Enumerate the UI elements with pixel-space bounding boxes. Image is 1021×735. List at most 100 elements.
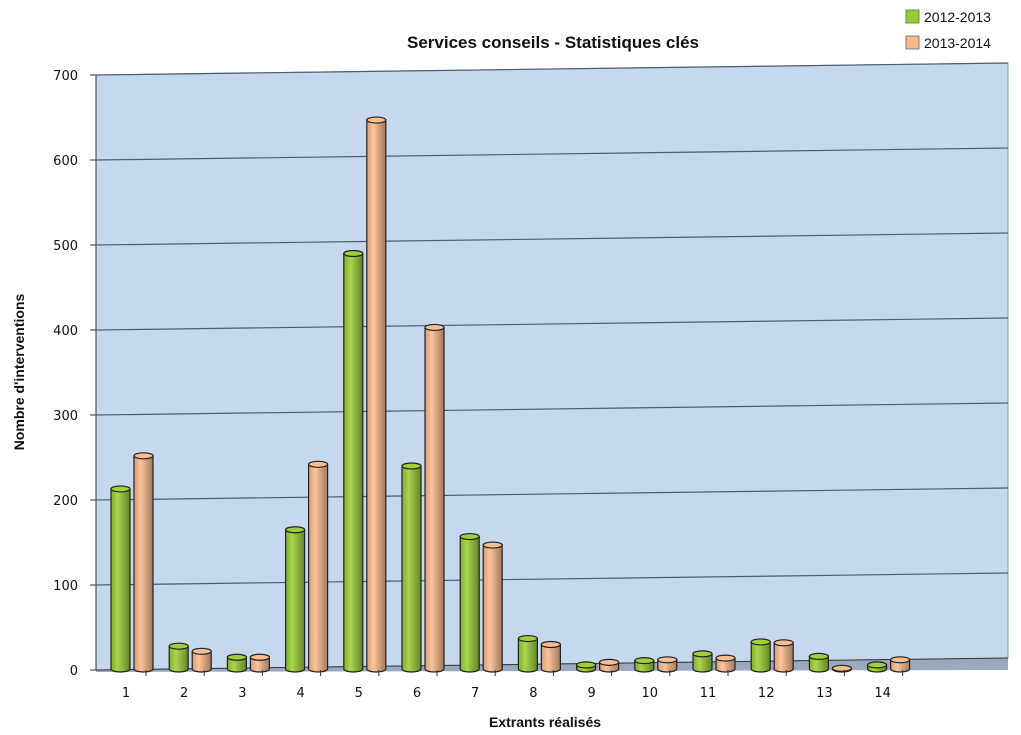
bar	[226, 653, 247, 673]
y-tick-label: 600	[53, 154, 78, 169]
gridline	[95, 147, 1009, 161]
bar	[634, 657, 655, 673]
x-tick-label: 8	[529, 686, 537, 701]
gridlines	[95, 62, 1009, 586]
x-axis-title: Extrants réalisés	[489, 714, 601, 730]
bar-top	[191, 647, 212, 655]
bar	[482, 541, 503, 673]
y-tick-label: 700	[53, 69, 78, 84]
bar-top	[249, 653, 270, 661]
x-tick-label: 4	[296, 686, 304, 701]
bar-top	[133, 452, 154, 460]
x-tick-label: 5	[355, 686, 363, 701]
legend: 2012-2013 2013-2014	[905, 9, 991, 51]
bar	[889, 656, 911, 673]
bar-top	[773, 639, 794, 647]
bar-body	[692, 653, 713, 673]
bar-top	[598, 658, 620, 666]
bar-top	[308, 460, 329, 468]
legend-swatch	[905, 35, 920, 50]
chart-title: Services conseils - Statistiques clés	[407, 33, 699, 52]
bar-body	[715, 657, 736, 673]
gridline	[95, 317, 1009, 331]
legend-label: 2013-2014	[924, 35, 991, 51]
bar	[191, 647, 212, 673]
bar-body	[424, 326, 445, 673]
bar	[168, 642, 189, 673]
y-axis-title: Nombre d'interventions	[11, 294, 27, 451]
bar	[249, 653, 270, 673]
x-tick-label: 6	[413, 686, 421, 701]
x-tick-label: 7	[471, 686, 479, 701]
bar-body	[191, 650, 212, 673]
bar	[517, 634, 539, 673]
bar-top	[540, 640, 562, 649]
bar-top	[110, 485, 131, 493]
bar-top	[366, 116, 387, 124]
bar-top	[692, 650, 713, 658]
bar	[750, 638, 771, 673]
bar-body	[110, 488, 131, 673]
bar-top	[889, 656, 911, 664]
bar-body	[482, 544, 503, 673]
bar	[343, 249, 364, 673]
bar-body	[808, 655, 829, 673]
gridline	[95, 402, 1009, 416]
bars	[110, 116, 911, 673]
bar	[575, 661, 597, 673]
bar-top	[343, 249, 364, 258]
bar-top	[715, 654, 736, 662]
y-tick-label: 300	[53, 409, 78, 424]
bar-body	[168, 645, 189, 673]
x-tick-label: 2	[180, 686, 188, 701]
bar-top	[517, 634, 539, 643]
bar-body	[343, 252, 364, 673]
x-tick-label: 9	[587, 686, 595, 701]
y-axis-ticks: 0 100 200 300 400 500 600 700	[53, 69, 96, 679]
bar	[831, 664, 853, 673]
bar-top	[634, 657, 655, 665]
x-tick-label: 12	[758, 686, 775, 701]
bar-body	[459, 535, 480, 673]
y-tick-label: 100	[53, 579, 78, 594]
bar	[308, 460, 329, 673]
bar-body	[133, 455, 154, 673]
bar-top	[459, 532, 480, 541]
gridline	[95, 232, 1009, 246]
y-tick-label: 200	[53, 494, 78, 509]
x-tick-label: 14	[874, 686, 891, 701]
bar	[773, 639, 794, 673]
legend-item: 2013-2014	[905, 35, 991, 51]
bar	[657, 656, 678, 673]
bar-top	[831, 664, 853, 672]
bar-body	[517, 637, 538, 673]
bar	[808, 652, 830, 673]
gridline	[95, 487, 1009, 501]
bar	[540, 640, 562, 673]
bar-body	[308, 463, 329, 673]
bar	[459, 532, 480, 673]
bar-top	[750, 638, 771, 646]
y-tick-label: 500	[53, 239, 78, 254]
y-tick-label: 400	[53, 324, 78, 339]
bar	[598, 658, 620, 673]
x-tick-label: 1	[122, 686, 130, 701]
bar	[424, 323, 445, 673]
bar-top	[285, 526, 306, 534]
x-tick-label: 11	[700, 686, 717, 701]
gridline	[95, 62, 1009, 76]
bar	[401, 462, 422, 673]
bar-top	[424, 323, 445, 332]
bar	[285, 526, 306, 673]
bar-body	[285, 529, 306, 673]
bar-top	[866, 661, 888, 669]
legend-label: 2012-2013	[924, 9, 991, 25]
bar-body	[540, 643, 561, 673]
x-tick-label: 3	[238, 686, 246, 701]
bar-body	[773, 642, 794, 673]
bar-body	[750, 641, 771, 673]
legend-item: 2012-2013	[905, 9, 991, 25]
bar-body	[366, 119, 387, 673]
x-tick-label: 10	[642, 686, 659, 701]
